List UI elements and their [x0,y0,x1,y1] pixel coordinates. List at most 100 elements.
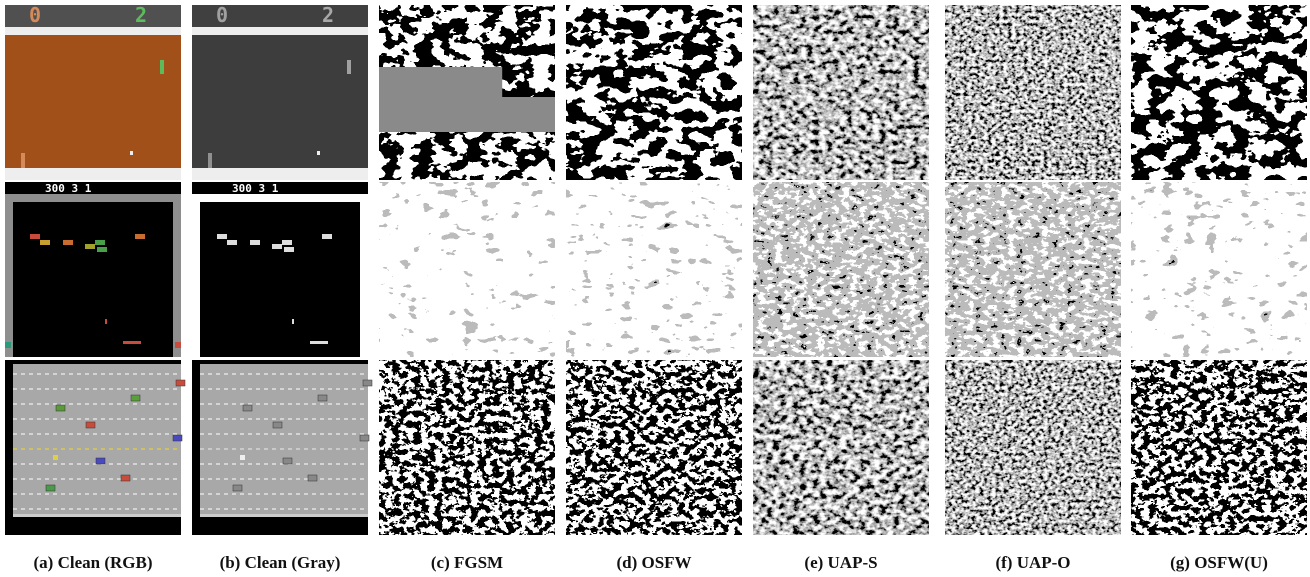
panel [945,182,1121,357]
perturbation [945,182,1121,357]
caption: (d) OSFW [616,553,691,572]
paddle [310,341,328,344]
perturbation [1131,5,1307,180]
field [13,200,173,357]
chicken [53,455,58,460]
panel [753,182,929,357]
brick [284,247,294,252]
score: 2 [135,3,147,27]
panel: 02 [192,3,368,180]
panel [1131,182,1307,357]
car [363,380,372,386]
wall [5,27,181,35]
panel [379,360,555,535]
car [243,405,252,411]
perturbation [566,5,742,180]
paddle [208,153,212,168]
car [318,395,327,401]
ball [130,151,133,155]
perturbation [1131,182,1307,357]
chicken [240,455,245,460]
perturbation [945,5,1121,180]
wall [5,194,181,202]
brick [30,234,40,239]
panel [566,182,742,357]
car [121,475,130,481]
panel [1131,5,1307,180]
score: 300 3 1 [45,182,92,195]
corner [5,342,11,348]
car [273,422,282,428]
wall [360,194,368,357]
perturbation [379,182,555,357]
score: 300 3 1 [232,182,279,195]
paddle [21,153,25,168]
wall [173,194,181,357]
caption: (f) UAP-O [995,553,1070,572]
panel [379,182,555,357]
paddle [160,60,164,74]
wall [192,194,200,357]
car [360,435,369,441]
panel [566,360,742,535]
panel [566,5,742,180]
caption: (a) Clean (RGB) [34,553,153,572]
brick [63,240,73,245]
sidewalk [13,514,181,517]
car [46,485,55,491]
brick [322,234,332,239]
perturbation [753,360,929,535]
car [176,380,185,386]
car [233,485,242,491]
score: 0 [216,3,228,27]
sidewalk [200,514,368,517]
caption: (e) UAP-S [804,553,877,572]
road [200,364,368,514]
brick [227,240,237,245]
car [308,475,317,481]
brick [95,240,105,245]
panel [379,5,555,180]
brick [135,234,145,239]
car [283,458,292,464]
car [96,458,105,464]
car [56,405,65,411]
ball [105,319,107,324]
car [131,395,140,401]
wall [192,168,368,180]
perturbation [566,182,742,357]
perturbation [753,182,929,357]
panel [753,360,929,535]
caption: (c) FGSM [431,553,503,572]
perturbation [1131,360,1307,535]
brick [97,247,107,252]
ball [292,319,294,324]
caption: (g) OSFW(U) [1170,553,1268,572]
brick [40,240,50,245]
score: 0 [29,3,41,27]
car [86,422,95,428]
panel [192,360,372,535]
perturbation [945,360,1121,535]
brick [217,234,227,239]
brick [272,244,282,249]
perturbation [753,5,929,180]
perturbation [566,360,742,535]
brick [85,244,95,249]
car [173,435,182,441]
ball [317,151,320,155]
panel: 300 3 1 [192,182,368,357]
road [13,364,181,514]
panel [753,5,929,180]
field [200,200,360,357]
panel [5,360,185,535]
figure: 02300 3 102300 3 1 (a) Clean (RGB)(b) Cl… [0,0,1310,577]
panel [1131,360,1307,535]
wall [192,194,368,202]
brick [282,240,292,245]
wall [5,168,181,180]
corner [175,342,181,348]
paddle [123,341,141,344]
captions: (a) Clean (RGB)(b) Clean (Gray)(c) FGSM(… [34,553,1268,572]
